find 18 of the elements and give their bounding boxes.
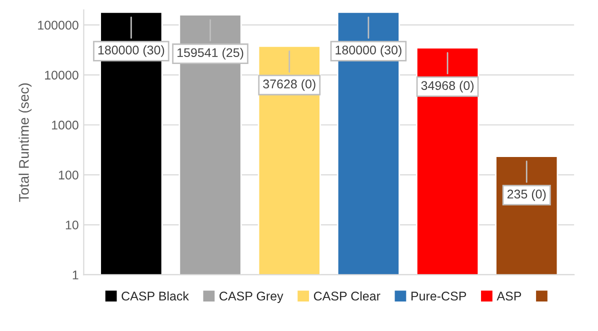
- data-label: 37628 (0): [263, 79, 316, 91]
- data-label: 180000 (30): [98, 45, 164, 57]
- y-axis-title: Total Runtime (sec): [18, 83, 32, 202]
- y-tick-label: 1000: [52, 120, 78, 130]
- legend-label: CASP Grey: [220, 292, 284, 303]
- legend-label: ASP: [496, 292, 522, 301]
- legend-label: CASP Black: [122, 291, 189, 301]
- data-label: 34968 (0): [421, 80, 474, 92]
- data-label: 180000 (30): [336, 45, 402, 57]
- data-label: 159541 (25): [178, 48, 244, 60]
- y-tick-label: 100000: [38, 20, 78, 30]
- legend-label: CASP Clear: [314, 291, 380, 301]
- y-tick-label: 10000: [45, 70, 78, 80]
- y-tick-label: 100: [58, 170, 78, 180]
- y-tick-label: 1: [72, 270, 78, 280]
- legend-label: Pure-CSP: [411, 292, 466, 301]
- data-label: 235 (0): [507, 189, 546, 201]
- y-tick-label: 10: [66, 220, 78, 230]
